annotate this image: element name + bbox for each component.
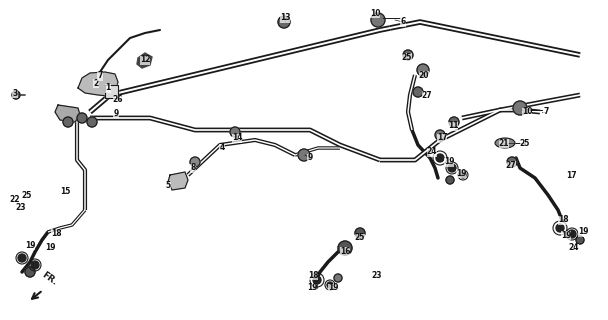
Polygon shape — [137, 53, 152, 68]
Text: FR.: FR. — [40, 270, 59, 287]
Circle shape — [448, 164, 456, 172]
Circle shape — [507, 157, 517, 167]
Circle shape — [87, 117, 97, 127]
Text: 19: 19 — [45, 244, 55, 252]
Text: 22: 22 — [10, 196, 20, 204]
Text: 20: 20 — [419, 70, 429, 79]
Text: 26: 26 — [112, 95, 123, 105]
Circle shape — [63, 117, 73, 127]
Text: 19: 19 — [456, 169, 466, 178]
Ellipse shape — [495, 138, 515, 148]
Circle shape — [31, 261, 39, 269]
Circle shape — [568, 230, 576, 238]
Polygon shape — [55, 105, 80, 122]
Circle shape — [513, 101, 527, 115]
Text: 8: 8 — [190, 164, 196, 172]
Text: 17: 17 — [437, 133, 447, 142]
Text: 19: 19 — [561, 230, 572, 239]
Text: 18: 18 — [50, 228, 61, 237]
Text: 23: 23 — [16, 203, 26, 212]
Text: 10: 10 — [370, 9, 380, 18]
Text: 13: 13 — [280, 13, 290, 22]
Text: 11: 11 — [447, 122, 458, 131]
Text: 18: 18 — [308, 270, 319, 279]
Text: 4: 4 — [219, 143, 224, 153]
Text: 19: 19 — [307, 284, 317, 292]
Circle shape — [313, 276, 321, 284]
Text: 18: 18 — [558, 215, 568, 225]
Text: 25: 25 — [402, 52, 412, 61]
Text: 5: 5 — [165, 180, 171, 189]
Text: 27: 27 — [422, 91, 432, 100]
Text: 7: 7 — [544, 108, 548, 116]
Circle shape — [334, 274, 342, 282]
Circle shape — [435, 130, 445, 140]
Text: 9: 9 — [113, 108, 119, 117]
Text: 14: 14 — [232, 133, 242, 142]
Text: 6: 6 — [401, 18, 406, 27]
Text: 2: 2 — [94, 78, 98, 87]
Text: 15: 15 — [60, 188, 70, 196]
Text: 3: 3 — [12, 89, 18, 98]
Circle shape — [327, 282, 333, 288]
Circle shape — [460, 172, 466, 178]
Text: 19: 19 — [444, 157, 454, 166]
Circle shape — [190, 157, 200, 167]
Circle shape — [413, 87, 423, 97]
Circle shape — [417, 64, 429, 76]
Text: 25: 25 — [355, 234, 365, 243]
Text: 17: 17 — [565, 171, 576, 180]
Circle shape — [18, 254, 26, 262]
Circle shape — [403, 50, 413, 60]
Text: 10: 10 — [522, 108, 532, 116]
Polygon shape — [105, 85, 118, 98]
Circle shape — [298, 149, 310, 161]
Text: 12: 12 — [140, 55, 150, 65]
Text: 19: 19 — [25, 241, 35, 250]
Text: 9: 9 — [308, 154, 313, 163]
Text: 25: 25 — [520, 139, 530, 148]
Circle shape — [278, 16, 290, 28]
Text: 27: 27 — [506, 161, 516, 170]
Text: 19: 19 — [328, 284, 338, 292]
Text: 24: 24 — [568, 244, 579, 252]
Circle shape — [12, 91, 20, 99]
Circle shape — [449, 117, 459, 127]
Text: 25: 25 — [22, 191, 32, 201]
Circle shape — [355, 228, 365, 238]
Text: 19: 19 — [578, 228, 589, 236]
Text: 1: 1 — [105, 84, 111, 92]
Circle shape — [338, 241, 352, 255]
Polygon shape — [78, 72, 118, 96]
Circle shape — [371, 13, 385, 27]
Circle shape — [77, 113, 87, 123]
Circle shape — [446, 176, 454, 184]
Text: 7: 7 — [97, 71, 103, 81]
Circle shape — [230, 127, 240, 137]
Text: 21: 21 — [499, 139, 510, 148]
Text: 16: 16 — [340, 246, 350, 255]
Circle shape — [556, 224, 564, 232]
Polygon shape — [168, 172, 188, 190]
Text: 23: 23 — [371, 271, 382, 281]
Circle shape — [25, 267, 35, 277]
Text: 24: 24 — [427, 148, 437, 156]
Circle shape — [576, 236, 584, 244]
Circle shape — [436, 154, 444, 162]
